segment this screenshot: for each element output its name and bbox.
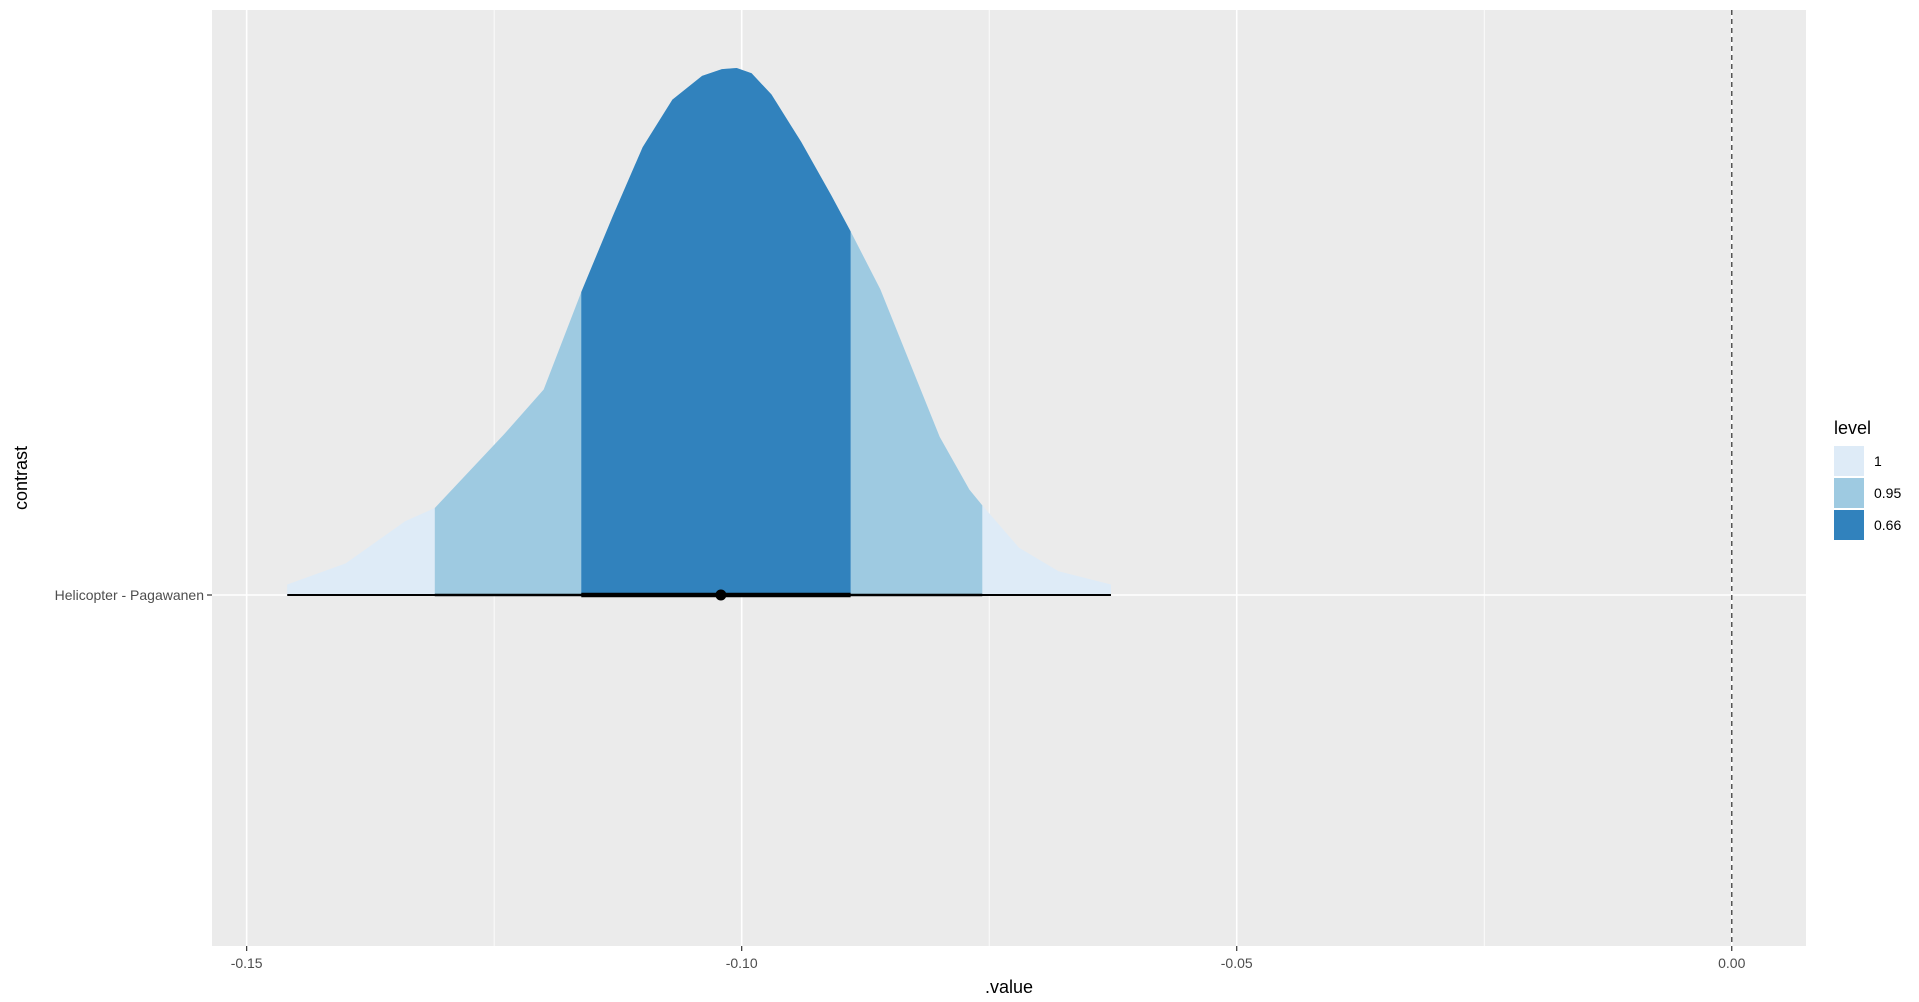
x-axis-ticks: -0.15 -0.10 -0.05 0.00 — [231, 946, 1746, 971]
point-estimate — [715, 589, 727, 601]
density-slab-level-0.66 — [581, 68, 851, 595]
x-tick-label: 0.00 — [1718, 955, 1745, 971]
legend-label: 0.66 — [1874, 517, 1901, 533]
x-tick-label: -0.05 — [1221, 955, 1253, 971]
legend-title: level — [1834, 418, 1871, 438]
legend-swatch — [1834, 510, 1864, 540]
panel-background — [212, 10, 1806, 946]
legend-label: 0.95 — [1874, 485, 1901, 501]
point-estimates — [715, 589, 727, 601]
y-axis-title: contrast — [11, 446, 31, 510]
x-tick-label: -0.10 — [726, 955, 758, 971]
y-axis-ticks: Helicopter - Pagawanen — [55, 587, 212, 603]
x-axis-title: .value — [985, 977, 1033, 997]
y-tick-label: Helicopter - Pagawanen — [55, 587, 204, 603]
x-tick-label: -0.15 — [231, 955, 263, 971]
legend-swatch — [1834, 446, 1864, 476]
density-slabs — [287, 68, 1111, 595]
legend-label: 1 — [1874, 453, 1882, 469]
legend-swatch — [1834, 478, 1864, 508]
legend: level 1 0.95 0.66 — [1834, 418, 1901, 540]
